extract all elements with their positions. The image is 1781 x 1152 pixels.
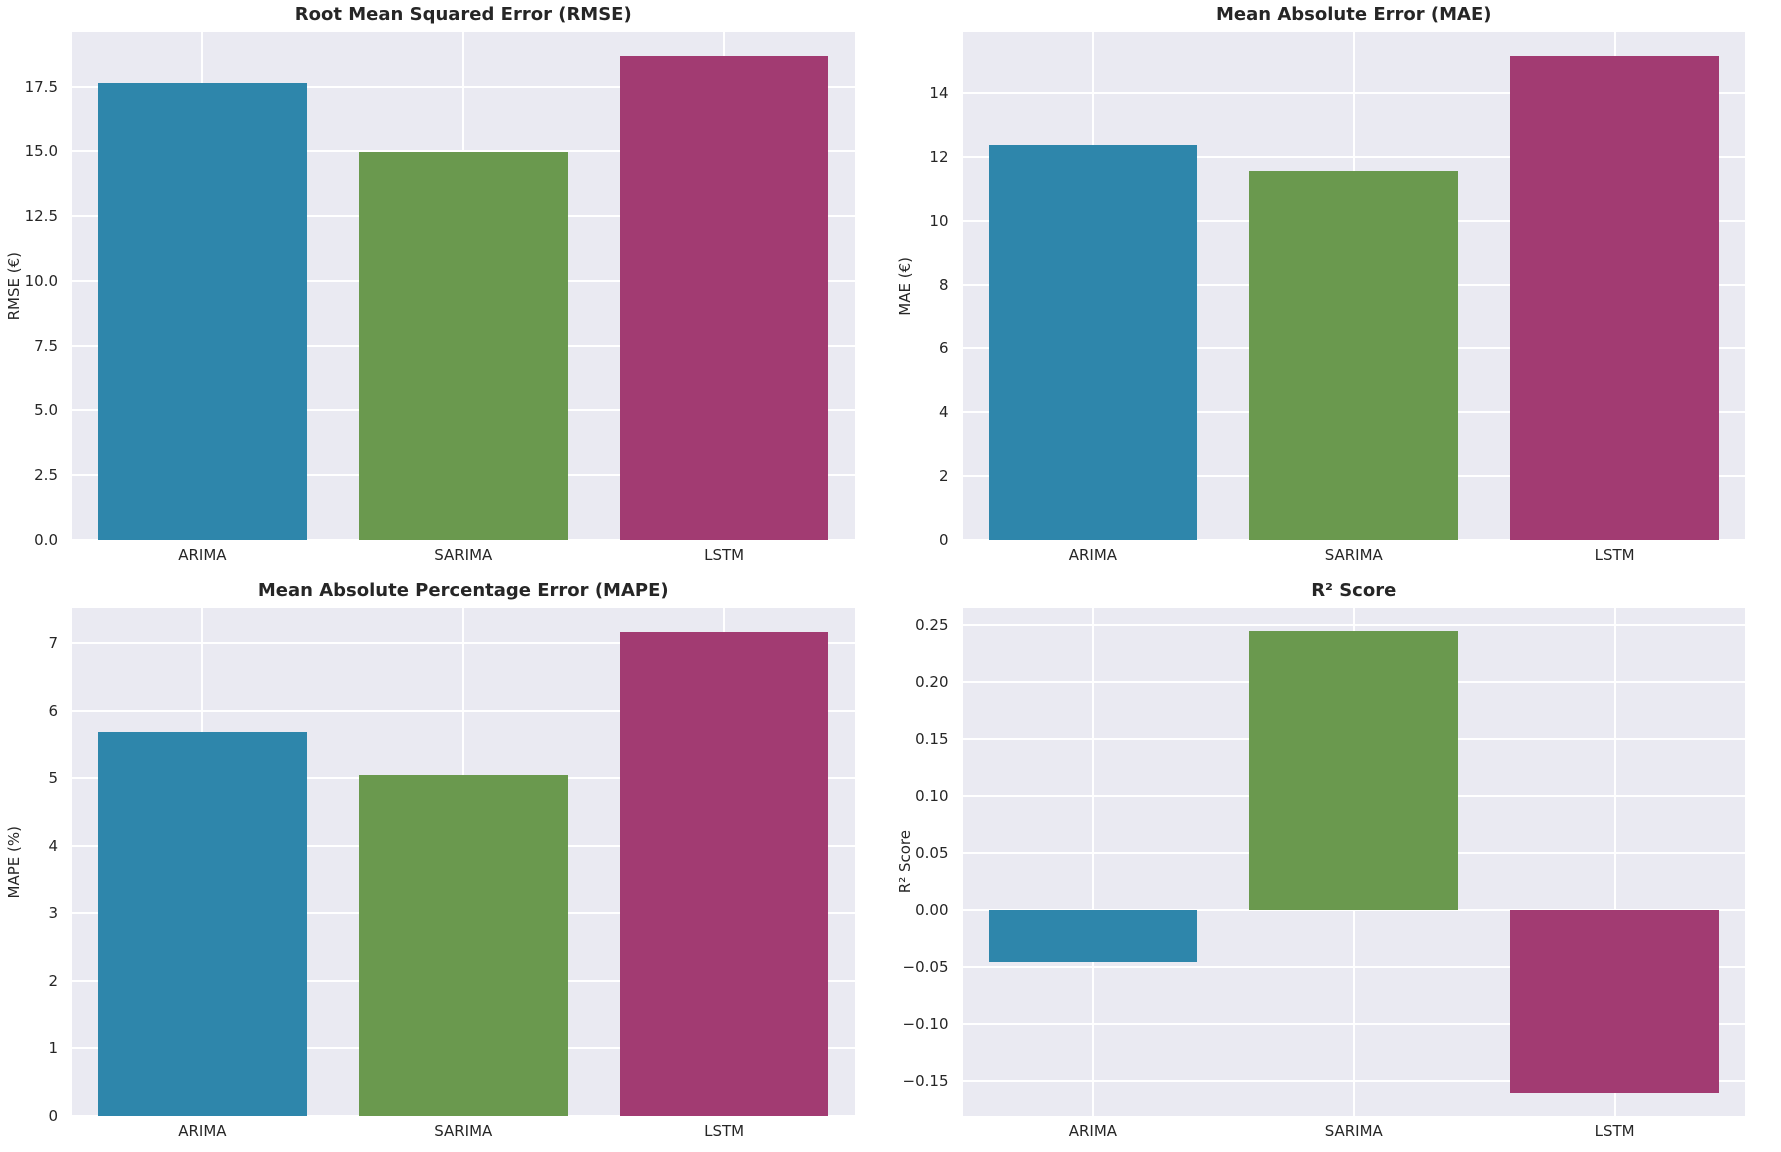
- x-tick-label-sarima: SARIMA: [434, 1122, 493, 1140]
- plot-area: [72, 32, 855, 540]
- vertical-gridline: [1613, 608, 1616, 1116]
- bar-lstm: [1510, 909, 1719, 1094]
- y-tick-label: 6: [48, 701, 58, 720]
- chart-r2-score: R² Score R² Score −0.15 −0.10 −0.05 0.00 0.0…: [891, 576, 1781, 1152]
- y-tick-label: 0: [48, 1107, 58, 1125]
- y-tick-label: 7.5: [34, 336, 58, 355]
- vertical-gridline: [1091, 608, 1094, 1116]
- horizontal-gridline: [962, 965, 1745, 968]
- horizontal-gridline: [72, 709, 855, 712]
- horizontal-gridline: [72, 85, 855, 88]
- x-axis-ticks: ARIMA SARIMA LSTM: [963, 1122, 1746, 1144]
- y-tick-label: 2: [938, 467, 949, 486]
- y-axis-ticks: 0.0 2.5 5.0 7.5 10.0 12.5 15.0 17.5: [0, 32, 64, 549]
- bar-sarima: [358, 151, 568, 540]
- bar-arima: [98, 82, 307, 540]
- chart-title: R² Score: [1311, 580, 1397, 601]
- x-tick-label-lstm: LSTM: [704, 1122, 745, 1140]
- bar-arima: [98, 731, 307, 1116]
- horizontal-gridline: [962, 155, 1745, 158]
- y-tick-label: 0.20: [915, 673, 949, 692]
- bar-arima: [988, 145, 1198, 540]
- y-tick-label: 0.10: [915, 786, 949, 805]
- x-tick-label-sarima: SARIMA: [434, 546, 493, 564]
- y-axis-ticks: 0 1 2 3 4 5 6 7: [0, 608, 64, 1125]
- chart-title: Mean Absolute Percentage Error (MAPE): [257, 580, 669, 601]
- bar-arima: [988, 909, 1198, 963]
- chart-title: Root Mean Squared Error (RMSE): [294, 4, 632, 25]
- y-tick-label: 6: [938, 339, 949, 358]
- x-tick-label-lstm: LSTM: [1594, 546, 1635, 564]
- y-tick-label: 0.05: [915, 843, 949, 862]
- y-tick-label: 17.5: [24, 77, 58, 96]
- y-tick-label: 3: [48, 904, 58, 923]
- y-axis-ticks: 0 2 4 6 8 10 12 14: [891, 32, 955, 549]
- horizontal-gridline: [72, 642, 855, 645]
- y-tick-label: −0.15: [902, 1071, 949, 1090]
- x-axis-ticks: ARIMA SARIMA LSTM: [963, 546, 1746, 568]
- horizontal-gridline: [962, 92, 1745, 94]
- bar-lstm: [1510, 56, 1719, 540]
- y-tick-label: 8: [938, 275, 949, 294]
- y-tick-label: 1: [48, 1039, 58, 1058]
- y-tick-label: 4: [938, 403, 949, 422]
- x-tick-label-sarima: SARIMA: [1324, 546, 1383, 564]
- chart-title: Mean Absolute Error (MAE): [1216, 4, 1492, 25]
- horizontal-gridline: [72, 150, 855, 153]
- chart-mape: Mean Absolute Percentage Error (MAPE) MA…: [0, 576, 891, 1152]
- horizontal-gridline: [962, 908, 1745, 911]
- y-tick-label: 7: [48, 634, 58, 653]
- plot-area: [962, 32, 1745, 540]
- horizontal-gridline: [962, 1022, 1745, 1025]
- y-tick-label: 0.00: [915, 900, 949, 919]
- y-tick-label: −0.10: [902, 1014, 949, 1033]
- x-tick-label-sarima: SARIMA: [1324, 1122, 1383, 1140]
- y-tick-label: 0.0: [34, 531, 58, 549]
- y-tick-label: 12.5: [24, 207, 58, 226]
- y-tick-label: 0.25: [915, 616, 949, 635]
- y-axis-ticks: −0.15 −0.10 −0.05 0.00 0.05 0.10 0.15 0.20 0.25: [891, 608, 955, 1116]
- x-axis-ticks: ARIMA SARIMA LSTM: [72, 546, 855, 568]
- x-tick-label-arima: ARIMA: [178, 1122, 227, 1140]
- horizontal-gridline: [962, 624, 1745, 627]
- y-tick-label: 5: [48, 769, 58, 788]
- bar-lstm: [619, 56, 829, 540]
- y-tick-label: 0.15: [915, 730, 949, 748]
- bar-sarima: [358, 774, 568, 1116]
- y-tick-label: 4: [48, 836, 58, 855]
- bar-sarima: [1249, 171, 1459, 540]
- plot-area: [962, 608, 1745, 1116]
- x-tick-label-arima: ARIMA: [1068, 1122, 1118, 1140]
- y-tick-label: 14: [929, 84, 949, 102]
- y-tick-label: 12: [929, 147, 949, 166]
- x-tick-label-arima: ARIMA: [1068, 546, 1118, 564]
- y-tick-label: 5.0: [34, 401, 58, 420]
- x-tick-label-arima: ARIMA: [178, 546, 227, 564]
- x-tick-label-lstm: LSTM: [704, 546, 745, 564]
- y-tick-label: 10.0: [24, 271, 58, 290]
- bar-sarima: [1249, 630, 1459, 910]
- plot-area: [72, 608, 855, 1116]
- y-tick-label: 0: [938, 531, 949, 549]
- y-tick-label: 15.0: [24, 142, 58, 161]
- horizontal-gridline: [962, 1079, 1745, 1082]
- y-tick-label: 2: [48, 971, 58, 990]
- y-tick-label: 10: [929, 211, 949, 230]
- y-tick-label: −0.05: [902, 957, 949, 976]
- bar-lstm: [619, 632, 829, 1116]
- chart-rmse: Root Mean Squared Error (RMSE) RMSE (€) …: [0, 0, 891, 576]
- y-tick-label: 2.5: [34, 466, 58, 485]
- x-tick-label-lstm: LSTM: [1594, 1122, 1635, 1140]
- x-axis-ticks: ARIMA SARIMA LSTM: [72, 1122, 855, 1144]
